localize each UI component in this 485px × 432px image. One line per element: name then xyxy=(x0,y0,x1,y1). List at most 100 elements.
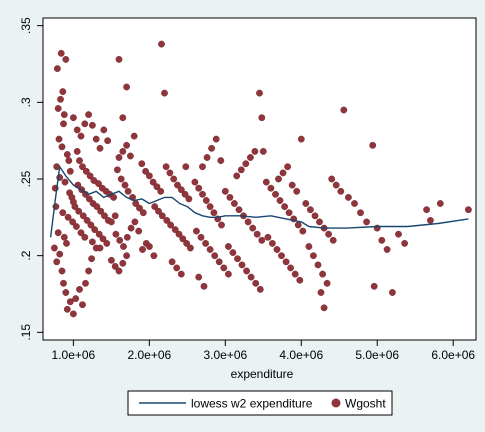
scatter-point-6 xyxy=(60,111,68,119)
scatter-point-220 xyxy=(297,135,305,143)
scatter-point-211 xyxy=(282,258,290,266)
scatter-point-239 xyxy=(344,193,352,201)
scatter-point-31 xyxy=(58,267,66,275)
scatter-point-252 xyxy=(426,216,434,224)
scatter-point-251 xyxy=(423,206,430,214)
scatter-point-160 xyxy=(202,239,210,247)
scatter-point-135 xyxy=(155,207,162,215)
scatter-point-2 xyxy=(62,56,70,63)
scatter-point-0 xyxy=(54,65,61,73)
scatter-point-5 xyxy=(54,105,62,112)
scatter-point-202 xyxy=(281,203,288,211)
legend-label-wgosht: Wgosht xyxy=(345,397,386,411)
scatter-point-163 xyxy=(215,258,223,266)
scatter-point-195 xyxy=(256,89,263,97)
scatter-point-137 xyxy=(163,216,171,224)
x-tick-label-1: 2.0e+06 xyxy=(127,348,171,362)
scatter-point-87 xyxy=(108,218,115,226)
x-tick-label-5: 6.0e+06 xyxy=(431,348,475,362)
scatter-point-104 xyxy=(123,233,131,241)
scatter-point-95 xyxy=(121,181,129,189)
scatter-point-88 xyxy=(111,212,119,220)
scatter-point-121 xyxy=(145,172,153,180)
scatter-point-42 xyxy=(88,255,96,263)
scatter-point-235 xyxy=(328,175,336,183)
scatter-point-213 xyxy=(291,270,299,278)
x-tick-label-3: 4.0e+06 xyxy=(279,348,323,362)
scatter-point-158 xyxy=(192,227,200,235)
scatter-point-210 xyxy=(278,252,285,260)
scatter-point-96 xyxy=(124,187,132,195)
scatter-point-92 xyxy=(126,152,134,160)
scatter-point-219 xyxy=(293,187,301,195)
scatter-point-70 xyxy=(93,203,101,211)
scatter-point-249 xyxy=(395,230,402,238)
scatter-point-152 xyxy=(199,190,206,198)
scatter-point-182 xyxy=(224,243,232,250)
scatter-point-4 xyxy=(57,95,64,103)
lowess-series xyxy=(49,165,469,238)
scatter-point-86 xyxy=(96,244,104,252)
scatter-point-24 xyxy=(73,223,80,230)
scatter-point-236 xyxy=(332,181,340,189)
scatter-point-125 xyxy=(161,89,168,97)
scatter-point-94 xyxy=(117,175,125,183)
scatter-point-71 xyxy=(97,207,105,215)
scatter-point-224 xyxy=(316,218,323,226)
scatter-point-212 xyxy=(287,264,294,272)
scatter-point-26 xyxy=(60,233,68,241)
scatter-point-116 xyxy=(123,83,131,91)
scatter-point-108 xyxy=(139,246,146,253)
scatter-point-167 xyxy=(203,154,211,161)
scatter-point-194 xyxy=(251,147,259,155)
scatter-point-128 xyxy=(166,169,174,177)
scatter-point-134 xyxy=(151,203,159,211)
scatter-point-248 xyxy=(388,289,396,296)
scatter-point-112 xyxy=(115,267,123,275)
scatter-point-150 xyxy=(191,178,199,186)
scatter-point-149 xyxy=(182,163,190,171)
scatter-point-101 xyxy=(112,230,120,238)
scatter-point-246 xyxy=(383,246,391,253)
scatter-point-122 xyxy=(149,178,157,186)
scatter-point-178 xyxy=(244,218,252,226)
scatter-point-38 xyxy=(76,285,83,293)
scatter-point-41 xyxy=(85,267,93,275)
scatter-point-162 xyxy=(211,252,219,260)
scatter-point-1 xyxy=(57,49,65,57)
scatter-point-144 xyxy=(145,243,153,250)
scatter-point-21 xyxy=(59,209,67,217)
scatter-point-243 xyxy=(369,141,377,149)
scatter-point-193 xyxy=(246,154,254,161)
scatter-point-232 xyxy=(323,279,331,287)
scatter-point-221 xyxy=(302,200,310,207)
scatter-point-234 xyxy=(320,304,328,312)
scatter-point-141 xyxy=(179,235,187,243)
scatter-point-126 xyxy=(158,40,165,48)
scatter-point-50 xyxy=(92,135,100,143)
scatter-point-107 xyxy=(135,227,143,235)
x-axis: 1.0e+06 2.0e+06 3.0e+06 4.0e+06 5.0e+06 6.0e+… xyxy=(43,339,476,362)
scatter-point-164 xyxy=(220,264,228,272)
scatter-point-106 xyxy=(131,218,139,226)
scatter-point-120 xyxy=(142,167,150,175)
scatter-point-155 xyxy=(210,209,218,217)
scatter-point-115 xyxy=(115,56,123,63)
scatter-point-174 xyxy=(226,193,234,201)
scatter-point-208 xyxy=(268,239,276,247)
scatter-point-230 xyxy=(314,261,322,269)
scatter-point-48 xyxy=(85,111,93,119)
scatter-point-118 xyxy=(130,132,138,140)
scatter-point-192 xyxy=(242,160,250,168)
scatter-point-60 xyxy=(95,180,102,188)
scatter-point-25 xyxy=(54,229,62,237)
x-tick-label-0: 1.0e+06 xyxy=(52,348,96,362)
scatter-point-46 xyxy=(77,132,85,140)
scatter-point-15 xyxy=(61,178,69,186)
scatter-point-173 xyxy=(221,187,229,195)
scatter-point-84 xyxy=(81,233,89,241)
scatter-point-186 xyxy=(243,267,251,275)
scatter-point-77 xyxy=(83,216,91,224)
scatter-point-238 xyxy=(340,106,348,114)
